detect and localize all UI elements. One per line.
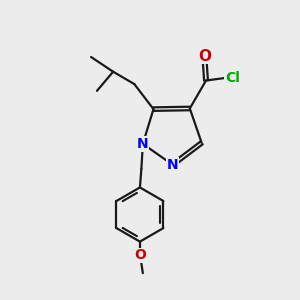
Text: N: N xyxy=(167,158,178,172)
Text: N: N xyxy=(137,137,149,151)
Text: O: O xyxy=(134,248,146,262)
Text: O: O xyxy=(198,49,211,64)
Text: Cl: Cl xyxy=(225,70,240,85)
